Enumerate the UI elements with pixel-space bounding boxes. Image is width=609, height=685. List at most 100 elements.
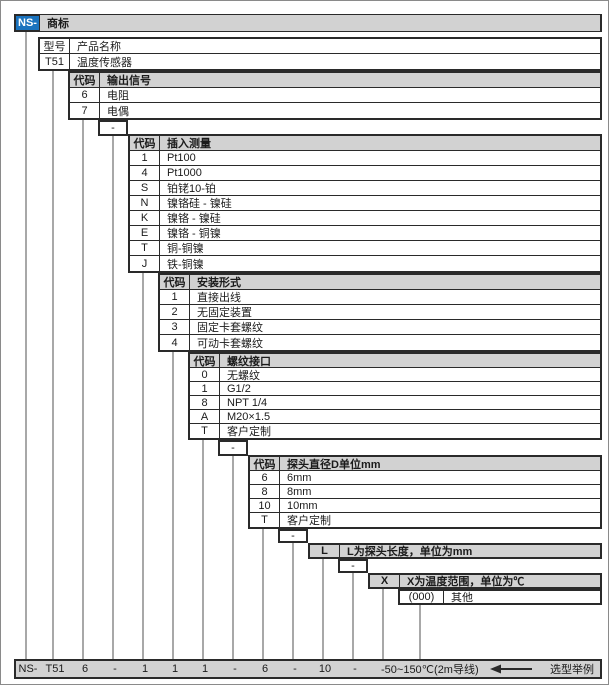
table-row: 3 固定卡套螺纹	[160, 320, 600, 335]
connector-line	[352, 573, 354, 659]
code-cell: 3	[160, 320, 190, 334]
label-cell: 6mm	[287, 471, 312, 484]
code-cell: 6	[70, 88, 100, 102]
banner-length: L L为探头长度，单位为mm	[308, 543, 602, 559]
connector-line	[322, 559, 324, 659]
code-cell: 型号	[40, 39, 70, 53]
code-cell: 代码	[70, 73, 100, 87]
code-cell: E	[130, 226, 160, 240]
code-cell: 10	[250, 499, 280, 512]
label-cell: 螺纹接口	[227, 355, 271, 368]
code-cell: T	[130, 241, 160, 255]
table-row: 1 Pt100	[130, 151, 600, 166]
example-value: -	[233, 663, 237, 675]
connector-line	[172, 352, 174, 659]
table-row: 8 8mm	[250, 485, 600, 499]
label-cell: 直接出线	[197, 292, 241, 304]
selection-table-model: 型号 产品名称 T51 温度传感器	[38, 37, 602, 71]
connector-line	[52, 70, 54, 659]
label-cell: 8mm	[287, 485, 312, 498]
label-cell: 安装形式	[197, 277, 241, 289]
code-cell: T51	[40, 54, 70, 69]
banner-temperature: X X为温度范围，单位为℃	[368, 573, 602, 589]
example-label: 选型举例	[550, 664, 594, 676]
table-row: 2 无固定装置	[160, 305, 600, 320]
selection-table-insertion: 代码 插入测量 1 Pt100 4 Pt1000 S 铂铑10-铂 N 镍铬硅 - 镍硅 K 镍铬 -…	[128, 134, 602, 273]
label-cell: 插入测量	[167, 138, 211, 150]
label-cell: Pt100	[167, 152, 196, 164]
code-cell: 4	[160, 335, 190, 350]
label-cell: 输出信号	[107, 75, 151, 87]
table-row: 型号 产品名称	[40, 39, 600, 54]
table-row: T 客户定制	[250, 513, 600, 527]
example-value: 1	[171, 663, 179, 675]
label-cell: 电阻	[107, 90, 129, 102]
example-value: -	[113, 663, 117, 675]
code-cell: 4	[130, 166, 160, 180]
connector-line	[112, 136, 114, 659]
label-cell: G1/2	[227, 382, 251, 395]
table-row: 4 可动卡套螺纹	[160, 335, 600, 350]
label-cell: X为温度范围，单位为℃	[407, 576, 525, 588]
code-cell: J	[130, 256, 160, 271]
label-cell: 无固定装置	[197, 307, 252, 319]
table-row: T51 温度传感器	[40, 54, 600, 69]
connector-line	[202, 440, 204, 659]
dash-cell: -	[278, 529, 308, 543]
code-cell: T	[250, 513, 280, 527]
table-row: 代码 螺纹接口	[190, 354, 600, 368]
brand-row: NS- 商标	[14, 14, 602, 32]
table-row: E 镍铬 - 铜镍	[130, 226, 600, 241]
label-cell: 镍铬 - 镍硅	[167, 213, 221, 225]
label-cell: 固定卡套螺纹	[197, 322, 263, 334]
label-cell: 探头直径D单位mm	[287, 458, 381, 471]
label-cell: 可动卡套螺纹	[197, 337, 263, 350]
banner-other: (000) 其他	[398, 589, 602, 605]
code-cell: 8	[250, 485, 280, 498]
table-row: T 铜-铜镍	[130, 241, 600, 256]
code-cell: 7	[70, 103, 100, 118]
table-row: 6 6mm	[250, 471, 600, 485]
brand-code-cell: NS-	[16, 16, 40, 30]
code-cell: 8	[190, 396, 220, 409]
code-cell: (000)	[400, 591, 444, 603]
label-cell: 其他	[451, 592, 473, 604]
connector-line	[382, 589, 384, 659]
code-cell: T	[190, 424, 220, 438]
selection-table-mounting: 代码 安装形式 1 直接出线 2 无固定装置 3 固定卡套螺纹 4 可动卡套螺纹	[158, 273, 602, 352]
example-value: 1	[201, 663, 209, 675]
dash-cell: -	[218, 440, 248, 456]
selection-table-thread: 代码 螺纹接口 0 无螺纹 1 G1/2 8 NPT 1/4 A M20×1.5 T 客户定制	[188, 352, 602, 440]
table-row: 1 G1/2	[190, 382, 600, 396]
code-cell: 代码	[130, 136, 160, 150]
label-cell: 电偶	[107, 105, 129, 118]
brand-label-cell: 商标	[40, 15, 600, 31]
code-cell: 0	[190, 368, 220, 381]
dash-cell: -	[338, 559, 368, 573]
table-row: A M20×1.5	[190, 410, 600, 424]
table-row: 10 10mm	[250, 499, 600, 513]
example-value: 10	[318, 663, 332, 675]
connector-line	[142, 273, 144, 659]
table-row: 代码 安装形式	[160, 275, 600, 290]
code-cell: 代码	[190, 354, 220, 368]
example-value: -	[353, 663, 357, 675]
example-value: -	[293, 663, 297, 675]
table-row: 代码 探头直径D单位mm	[250, 457, 600, 471]
label-cell: NPT 1/4	[227, 396, 268, 409]
label-cell: 产品名称	[77, 41, 121, 53]
code-cell: K	[130, 211, 160, 225]
table-row: 4 Pt1000	[130, 166, 600, 181]
code-cell: A	[190, 410, 220, 423]
example-bar: 选型举例 NS- T51 6 - 1 1 1 - 6 - 10 - -50~150℃(2m导线)	[14, 659, 602, 679]
connector-line	[419, 605, 421, 659]
label-cell: 无螺纹	[227, 369, 260, 382]
table-row: 代码 插入测量	[130, 136, 600, 151]
example-value: -50~150℃(2m导线)	[381, 664, 479, 676]
code-cell: 1	[190, 382, 220, 395]
example-value: 1	[141, 663, 149, 675]
connector-line	[25, 32, 27, 659]
label-cell: 客户定制	[227, 426, 271, 438]
code-cell: 1	[160, 290, 190, 304]
code-cell: S	[130, 181, 160, 195]
